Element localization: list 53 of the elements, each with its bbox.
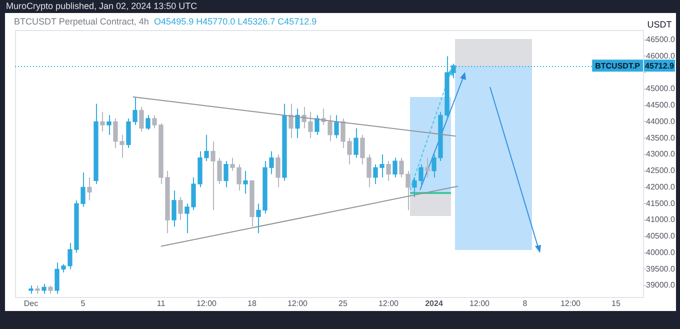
candlestick [243,170,248,194]
x-tick-label: 15 [612,299,621,308]
candlestick [334,114,339,139]
y-tick-label: 44500.0 [646,100,676,110]
y-tick-label: 43500.0 [646,133,676,142]
y-tick-label: 39500.0 [646,264,676,274]
candlestick [146,114,150,130]
x-tick-label: 5 [80,299,86,308]
candlestick [42,283,46,294]
candlestick [425,157,430,178]
x-tick-label: 12:00 [287,299,308,308]
x-tick-label: 2024 [425,299,444,308]
y-tick-label: 40000.0 [646,248,676,257]
x-tick-label: 25 [338,299,348,308]
y-tick-label: 40500.0 [646,232,676,241]
candlestick [288,103,294,139]
y-tick-label: 43000.0 [646,150,676,159]
candlestick [354,128,358,158]
x-tick-label: Dec [24,299,38,308]
chart-title: BTCUSDT Perpetual Contract, 4h [14,16,149,26]
candlestick [386,160,391,182]
x-tick-label: 12:00 [560,299,582,308]
candlestick [295,108,300,139]
y-tick-label: 46500.0 [646,35,676,44]
candlestick [172,190,176,228]
candlestick [87,176,92,201]
ref-line-label: BTCUSDT.P [595,61,641,70]
candlestick [314,114,320,136]
x-tick-label: 8 [522,299,528,308]
x-tick-label: 11 [156,299,166,308]
candlestick [276,154,280,188]
text: MuroCrypto published, Jan 02, 2024 13:50 UTC [6,1,198,12]
y-tick-label: 45000.0 [646,84,676,94]
y-tick-label: 39000.0 [646,280,676,290]
y-tick-label: 44000.0 [646,116,676,126]
x-tick-label: 12:00 [196,299,218,308]
candlestick [224,160,228,188]
y-axis-title: USDT [647,19,672,30]
y-tick-label: 41500.0 [646,198,676,208]
candlestick [100,111,105,132]
x-tick-label: 12:00 [469,299,490,308]
y-tick-label: 42000.0 [646,182,676,192]
candlestick [106,114,112,136]
y-tick-label: 42500.0 [646,166,676,176]
x-tick-label: 12:00 [378,299,400,308]
annotation: 45712.9 [645,61,675,70]
x-tick-label: 18 [248,299,257,308]
candlestick [392,157,398,178]
candlestick [178,196,183,221]
y-tick-label: 41000.0 [646,215,676,224]
chart-subtitle: O45495.9 H45770.0 L45326.7 C45712.9 [154,16,317,26]
candlestick [139,106,144,132]
y-tick-label: 46000.0 [646,51,676,60]
